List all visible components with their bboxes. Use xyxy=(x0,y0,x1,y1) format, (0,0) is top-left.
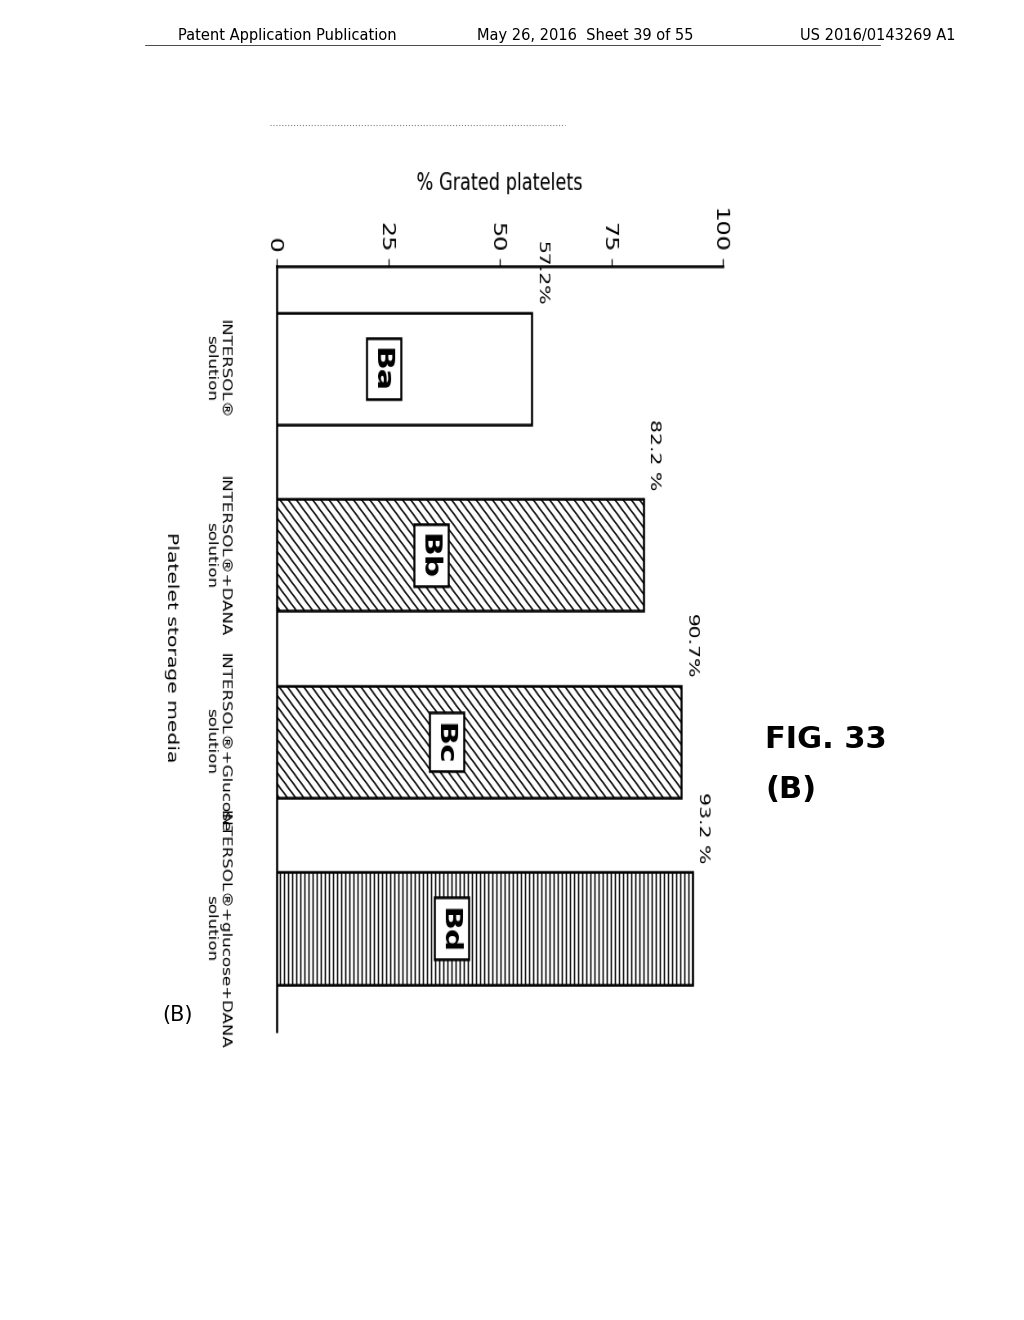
Text: May 26, 2016  Sheet 39 of 55: May 26, 2016 Sheet 39 of 55 xyxy=(477,28,693,44)
Text: (B): (B) xyxy=(162,1005,193,1026)
Text: (B): (B) xyxy=(765,776,816,804)
Text: FIG. 33: FIG. 33 xyxy=(765,726,887,755)
Text: Patent Application Publication: Patent Application Publication xyxy=(178,28,396,44)
Text: US 2016/0143269 A1: US 2016/0143269 A1 xyxy=(800,28,955,44)
